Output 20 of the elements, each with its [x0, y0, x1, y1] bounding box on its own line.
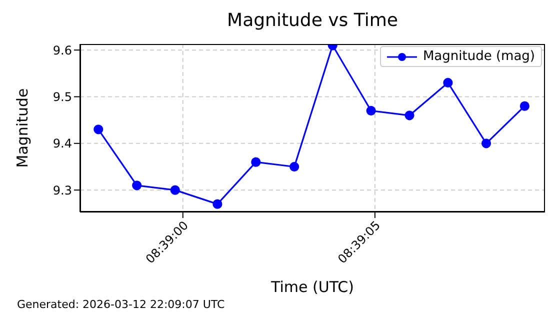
point: [404, 110, 414, 120]
point: [290, 162, 300, 172]
text: Generated: 2026-03-12 22:09:07 UTC: [17, 298, 225, 311]
point: [443, 78, 453, 88]
legend-label: Magnitude (mag): [422, 49, 535, 64]
point: [481, 138, 492, 148]
point: [94, 124, 104, 134]
y-axis-title: Magnitude: [13, 88, 32, 168]
y-tick-label: 9.5: [52, 90, 72, 104]
chart-title: Magnitude vs Time: [226, 10, 399, 31]
point: [212, 199, 222, 209]
point: [132, 180, 142, 190]
point: [366, 106, 376, 116]
x-axis-title: Time (UTC): [270, 278, 354, 296]
y-tick-label: 9.3: [52, 183, 72, 198]
point: [520, 101, 530, 111]
point: [251, 157, 261, 167]
point: [170, 185, 180, 195]
y-tick-label: 9.4: [52, 136, 72, 151]
y-tick-label: 9.6: [52, 43, 72, 58]
